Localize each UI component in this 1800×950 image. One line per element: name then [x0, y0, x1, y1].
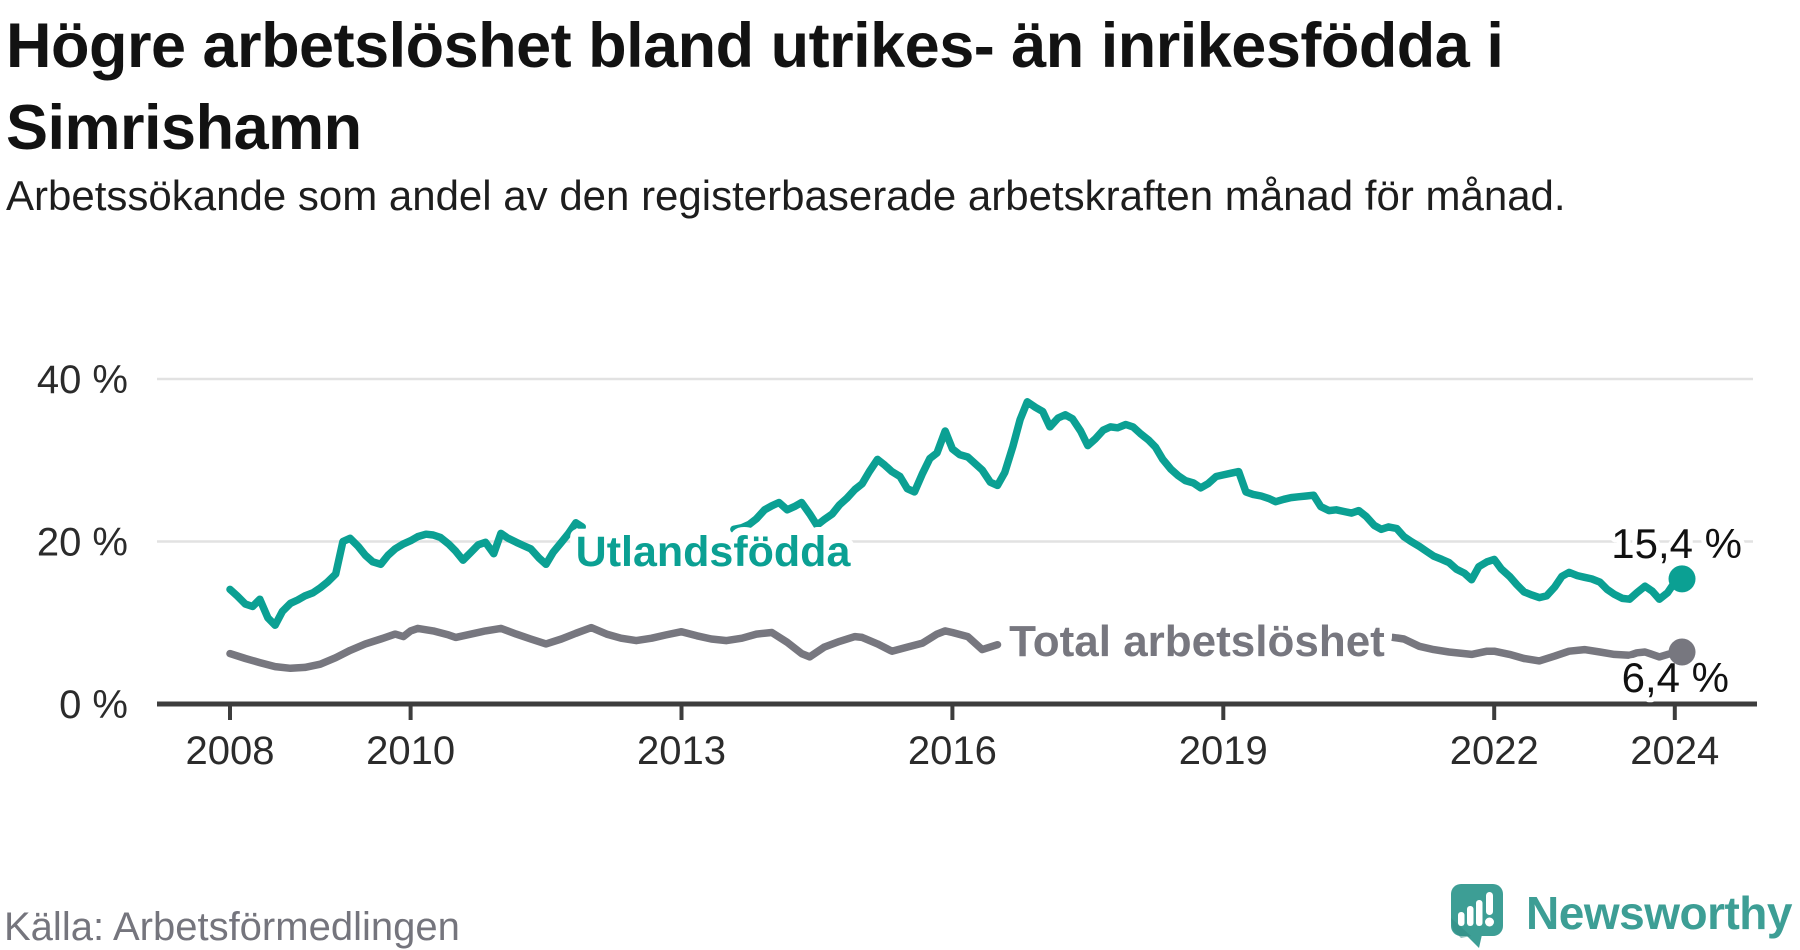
data-series	[226, 398, 1686, 673]
total-end-dot	[1668, 638, 1696, 666]
x-tick-label: 2010	[366, 729, 455, 773]
x-tick-label: 2016	[908, 729, 997, 773]
newsworthy-brand: Newsworthy	[1449, 880, 1792, 950]
utlandsfodda-label: Utlandsfödda	[576, 528, 852, 576]
x-tick-label: 2019	[1179, 729, 1268, 773]
x-tick-label: 2008	[186, 729, 275, 773]
x-tick-label: 2022	[1450, 729, 1539, 773]
utlandsfodda-end-dot	[1668, 565, 1696, 593]
chart-title: Högre arbetslöshet bland utrikes- än inr…	[6, 11, 1504, 163]
x-axis: 0 % 20 % 40 % 2008 2010 2013 2016 2019 2022 2024	[37, 358, 1757, 773]
chart-subtitle: Arbetssökande som andel av den registerb…	[6, 172, 1566, 219]
utlandsfodda-end-value: 15,4 %	[1611, 520, 1742, 567]
newsworthy-speech-bubble-chart-icon	[1451, 884, 1504, 948]
source-caption: Källa: Arbetsförmedlingen	[4, 905, 460, 949]
total-arbetsloshet-line	[1389, 633, 1686, 665]
y-tick-label: 40 %	[37, 358, 128, 402]
total-arbetsloshet-line	[226, 623, 1002, 673]
utlandsfodda-line	[730, 398, 1686, 603]
total-arbetsloshet-label: Total arbetslöshet	[1009, 617, 1385, 666]
utlandsfodda-line	[226, 519, 586, 629]
brand-wordmark: Newsworthy	[1526, 887, 1792, 939]
y-tick-label: 0 %	[59, 683, 128, 727]
x-tick-label: 2013	[637, 729, 726, 773]
x-tick-label: 2024	[1630, 729, 1719, 773]
y-tick-label: 20 %	[37, 521, 128, 565]
gridlines	[157, 377, 1753, 543]
